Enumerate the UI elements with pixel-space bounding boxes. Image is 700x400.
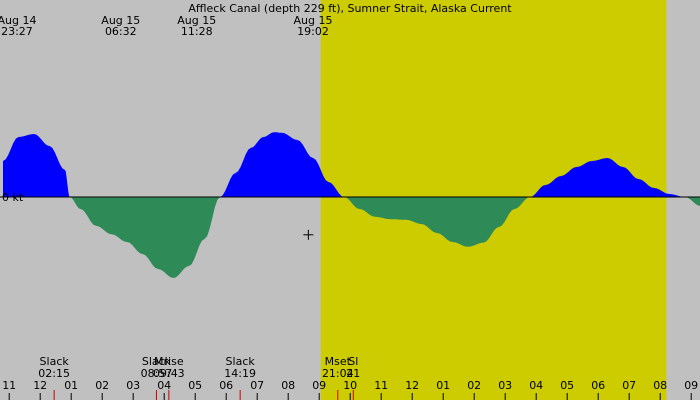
hour-tick-label: 07 [250,379,264,392]
event-time: 14:19 [224,367,256,380]
top-label-date: Aug 15 [101,14,140,27]
event-time: 09:43 [153,367,185,380]
event-name: Slack [40,355,70,368]
hour-tick-label: 08 [281,379,295,392]
hour-tick-label: 08 [653,379,667,392]
event-time: 21 [346,367,360,380]
hour-tick-label: 07 [622,379,636,392]
hour-tick-labels: 11 12 01 02 03 04 05 06 07 08 09 10 11 12 01 02 03 04 05 06… [2,379,698,400]
hour-tick-label: 09 [684,379,698,392]
hour-tick-label: 02 [95,379,109,392]
event-name: Slack [142,355,172,368]
top-label-date: Aug 15 [177,14,216,27]
top-label-time: 19:02 [297,25,329,38]
hour-tick-label: 01 [64,379,78,392]
bottom-event-labels: Slack02:15Slack08:57Mrise09:43Slack14:19… [38,355,360,400]
hour-tick-label: 03 [498,379,512,392]
hour-tick-label: 10 [343,379,357,392]
chart-title: Affleck Canal (depth 229 ft), Sumner Str… [188,2,512,15]
hour-tick-label: 04 [157,379,171,392]
top-label-time: 11:28 [181,25,213,38]
top-label-time: 06:32 [105,25,137,38]
hour-tick-label: 11 [374,379,388,392]
top-label-time: 23:27 [1,25,33,38]
top-label-date: Aug 15 [294,14,333,27]
hour-tick-label: 03 [126,379,140,392]
event-name: Slack [226,355,256,368]
hour-tick-label: 02 [467,379,481,392]
event-time: 08:57 [141,367,173,380]
hour-tick-label: 01 [436,379,450,392]
event-name: Mrise [154,355,184,368]
flood-current-area [3,132,700,197]
event-name: Sl [348,355,358,368]
hour-tick-label: 11 [2,379,16,392]
hour-tick-label: 04 [529,379,543,392]
ebb-current-area [3,197,700,278]
zero-axis-label: 0 kt [2,191,24,204]
event-time: 21:04 [322,367,354,380]
hour-tick-label: 06 [591,379,605,392]
top-label-date: Aug 14 [0,14,36,27]
hour-tick-label: 09 [312,379,326,392]
hour-tick-label: 05 [188,379,202,392]
current-time-marker [303,229,314,240]
hour-tick-label: 05 [560,379,574,392]
event-time: 02:15 [38,367,70,380]
hour-tick-label: 12 [33,379,47,392]
event-name: Mset [325,355,352,368]
hour-tick-label: 06 [219,379,233,392]
hour-tick-label: 12 [405,379,419,392]
